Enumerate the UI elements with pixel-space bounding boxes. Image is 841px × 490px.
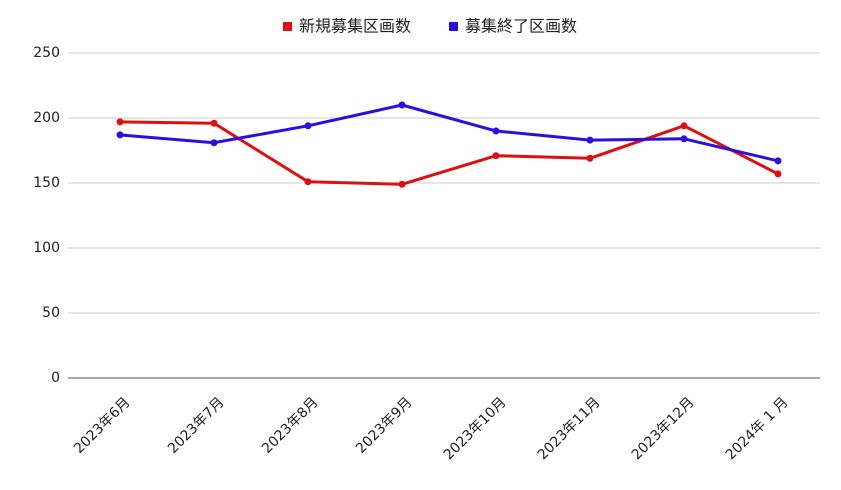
legend: 新規募集区画数 募集終了区画数	[283, 17, 577, 36]
x-tick-label: 2023年9月	[353, 394, 416, 457]
x-tick-label: 2023年10月	[441, 394, 510, 463]
point	[492, 127, 500, 135]
y-tick-label: 50	[42, 305, 60, 321]
x-tick-label: 2023年7月	[165, 394, 228, 457]
point	[774, 157, 782, 165]
point	[304, 178, 312, 186]
legend-label: 新規募集区画数	[299, 17, 411, 36]
x-tick-label: 2023年11月	[535, 394, 604, 463]
y-tick-label: 250	[33, 45, 60, 61]
legend-swatch	[449, 22, 459, 31]
legend-swatch	[283, 22, 292, 31]
point	[398, 101, 406, 109]
x-tick-label: 2023年8月	[259, 394, 322, 457]
point	[680, 135, 688, 143]
point	[116, 131, 124, 139]
series-line	[119, 120, 779, 186]
y-tick-label: 100	[33, 240, 60, 256]
y-tick-label: 150	[33, 175, 60, 191]
y-tick-label: 0	[51, 370, 60, 386]
point	[304, 122, 312, 130]
point	[116, 118, 124, 126]
x-tick-label: 2023年12月	[629, 394, 698, 463]
point	[210, 119, 218, 127]
point	[774, 170, 782, 178]
y-tick-label: 200	[33, 110, 60, 126]
point	[680, 122, 688, 130]
x-tick-label: 2024年 1 月	[723, 394, 792, 463]
point	[586, 154, 594, 162]
point	[586, 136, 594, 144]
legend-label: 募集終了区画数	[465, 17, 577, 36]
series-line	[119, 103, 779, 163]
point	[492, 152, 500, 160]
point	[210, 139, 218, 147]
x-tick-label: 2023年6月	[71, 394, 134, 457]
point	[398, 180, 406, 188]
